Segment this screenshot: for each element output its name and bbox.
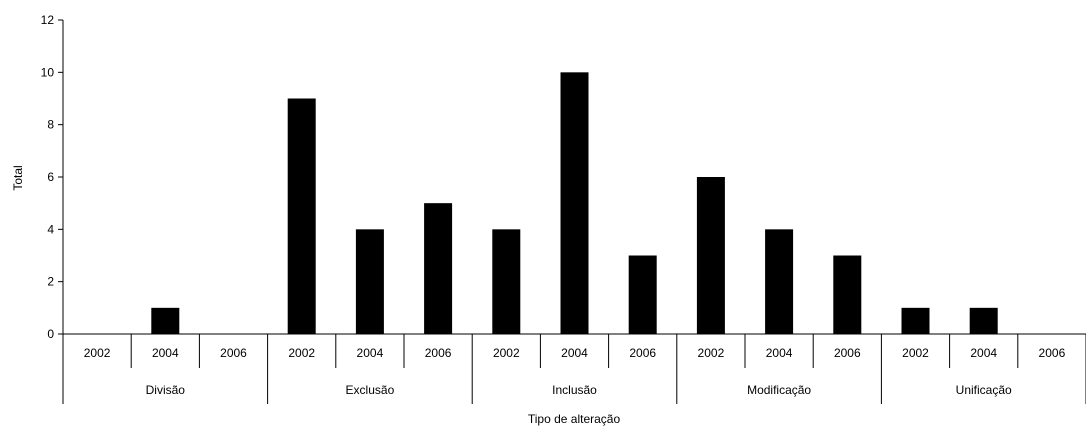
bar (901, 307, 930, 334)
x-subcategory-label: 2004 (152, 346, 179, 360)
x-group-label: Exclusão (346, 383, 395, 397)
bars (151, 72, 998, 334)
x-group-label: Inclusão (552, 383, 597, 397)
y-tick-label: 0 (47, 327, 54, 341)
x-subcategory-label: 2004 (561, 346, 588, 360)
x-group-label: Divisão (146, 383, 186, 397)
x-subcategory-label: 2002 (493, 346, 520, 360)
x-subcategory-label: 2002 (698, 346, 725, 360)
x-subcategory-label: 2006 (220, 346, 247, 360)
x-subcategory-label: 2002 (902, 346, 929, 360)
x-subcategory-label: 2006 (834, 346, 861, 360)
y-tick-label: 8 (47, 118, 54, 132)
bar (696, 177, 725, 334)
bar (833, 255, 862, 334)
x-axis-label: Tipo de alteração (528, 412, 621, 426)
x-axis: 2002 2004 2006 Divisão 2002 2004 2006 Exclusão 2… (62, 333, 1086, 404)
bar (765, 229, 794, 334)
y-tick-label: 10 (41, 65, 55, 79)
y-axis: 0 2 4 6 8 10 12 (41, 13, 64, 341)
x-subcategory-label: 2006 (629, 346, 656, 360)
bar (287, 98, 316, 334)
x-subcategory-label: 2004 (357, 346, 384, 360)
bar (628, 255, 657, 334)
x-subcategory-label: 2006 (425, 346, 452, 360)
bar (355, 229, 384, 334)
x-subcategory-label: 2002 (288, 346, 315, 360)
x-group-label: Modificação (747, 383, 811, 397)
y-tick-label: 6 (47, 170, 54, 184)
bar (492, 229, 521, 334)
y-tick-label: 4 (47, 222, 54, 236)
bar (969, 307, 998, 334)
x-subcategory-label: 2004 (766, 346, 793, 360)
x-group-label: Unificação (956, 383, 1012, 397)
y-tick-label: 12 (41, 13, 55, 27)
x-subcategory-label: 2004 (970, 346, 997, 360)
x-subcategory-label: 2002 (84, 346, 111, 360)
y-axis-label: Total (11, 165, 25, 190)
x-subcategory-label: 2006 (1039, 346, 1066, 360)
bar (424, 203, 453, 334)
bar (151, 307, 180, 334)
y-tick-label: 2 (47, 275, 54, 289)
bar (560, 72, 589, 334)
